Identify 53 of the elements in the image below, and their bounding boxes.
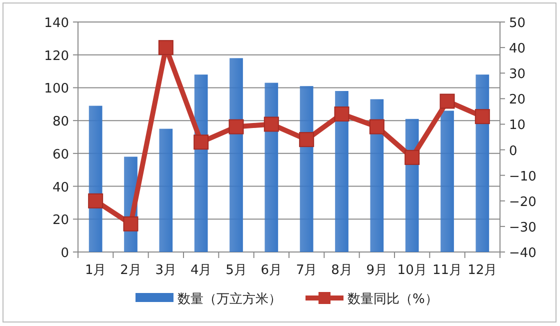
x-tick-label: 12月: [468, 263, 498, 278]
x-tick-label: 7月: [296, 263, 318, 278]
point: [123, 216, 138, 232]
x-tick-label: 9月: [366, 263, 388, 278]
bar: [230, 58, 243, 252]
y-tick-label: 120: [44, 48, 69, 64]
bar: [476, 74, 490, 252]
x-tick-label: 11月: [432, 263, 462, 278]
y2-tick-label: −20: [509, 194, 536, 210]
y-tick-label: 40: [52, 180, 69, 196]
legend-label: 数量同比（%）: [348, 292, 438, 307]
y-tick-label: 20: [52, 213, 69, 228]
y2-tick-label: −10: [509, 169, 536, 184]
bar: [300, 86, 314, 252]
x-tick-label: 1月: [84, 263, 106, 278]
point: [264, 116, 279, 132]
point: [194, 134, 209, 150]
legend-label: 数量（万立方米）: [178, 291, 282, 307]
y2-tick-label: 10: [509, 118, 526, 134]
point: [299, 132, 314, 148]
y2-tick-label: 50: [509, 16, 526, 31]
x-tick-label: 4月: [190, 263, 212, 278]
bar: [335, 91, 348, 252]
bar: [264, 82, 278, 252]
point: [158, 40, 174, 56]
x-tick-label: 8月: [331, 263, 352, 278]
y2-tick-label: −30: [509, 220, 536, 236]
x-tick-label: 6月: [260, 263, 282, 278]
point: [369, 119, 384, 134]
x-tick-label: 3月: [155, 263, 177, 278]
y2-tick-label: −40: [509, 246, 536, 261]
bar: [88, 106, 102, 252]
y2-tick-label: 40: [509, 42, 526, 57]
point: [88, 193, 104, 208]
bar: [370, 99, 384, 252]
y-tick-label: 60: [52, 147, 69, 162]
y2-tick-label: 0: [509, 144, 518, 159]
x-tick-label: 5月: [226, 263, 247, 278]
x-tick-label: 10月: [397, 263, 427, 278]
point: [228, 119, 244, 134]
y2-tick-label: 30: [509, 67, 526, 82]
y-tick-label: 80: [52, 114, 69, 130]
point: [474, 109, 490, 124]
y-tick-label: 0: [60, 246, 69, 261]
point: [440, 94, 455, 109]
y2-tick-label: 20: [509, 92, 526, 108]
y-tick-label: 100: [44, 82, 69, 97]
bar: [440, 110, 454, 252]
point: [334, 106, 350, 122]
point: [404, 150, 420, 165]
bar: [159, 128, 173, 252]
y-tick-label: 140: [44, 16, 69, 31]
x-tick-label: 2月: [120, 263, 142, 278]
